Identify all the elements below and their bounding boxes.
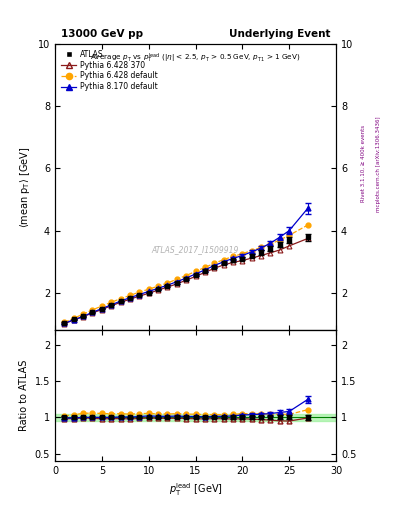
X-axis label: $p_\mathrm{T}^\mathrm{lead}$ [GeV]: $p_\mathrm{T}^\mathrm{lead}$ [GeV] bbox=[169, 481, 222, 498]
Text: Underlying Event: Underlying Event bbox=[229, 29, 331, 39]
Y-axis label: Ratio to ATLAS: Ratio to ATLAS bbox=[19, 360, 29, 431]
Text: 13000 GeV pp: 13000 GeV pp bbox=[61, 29, 143, 39]
Bar bbox=[55, 414, 336, 421]
Y-axis label: $\langle$mean p$_\mathrm{T}\rangle$ [GeV]: $\langle$mean p$_\mathrm{T}\rangle$ [GeV… bbox=[18, 146, 32, 228]
Text: Rivet 3.1.10, ≥ 400k events: Rivet 3.1.10, ≥ 400k events bbox=[361, 125, 366, 202]
Legend: ATLAS, Pythia 6.428 370, Pythia 6.428 default, Pythia 8.170 default: ATLAS, Pythia 6.428 370, Pythia 6.428 de… bbox=[59, 47, 160, 94]
Text: Average $p_\mathrm{T}$ vs $p_\mathrm{T}^\mathrm{lead}$ ($|\eta|$ < 2.5, $p_\math: Average $p_\mathrm{T}$ vs $p_\mathrm{T}^… bbox=[90, 52, 301, 66]
Text: ATLAS_2017_I1509919: ATLAS_2017_I1509919 bbox=[152, 246, 239, 254]
Text: mcplots.cern.ch [arXiv:1306.3436]: mcplots.cern.ch [arXiv:1306.3436] bbox=[376, 116, 380, 211]
